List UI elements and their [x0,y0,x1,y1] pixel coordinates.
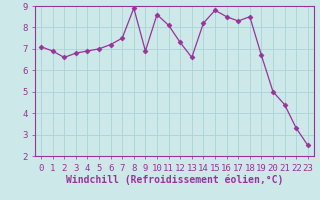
X-axis label: Windchill (Refroidissement éolien,°C): Windchill (Refroidissement éolien,°C) [66,174,283,185]
